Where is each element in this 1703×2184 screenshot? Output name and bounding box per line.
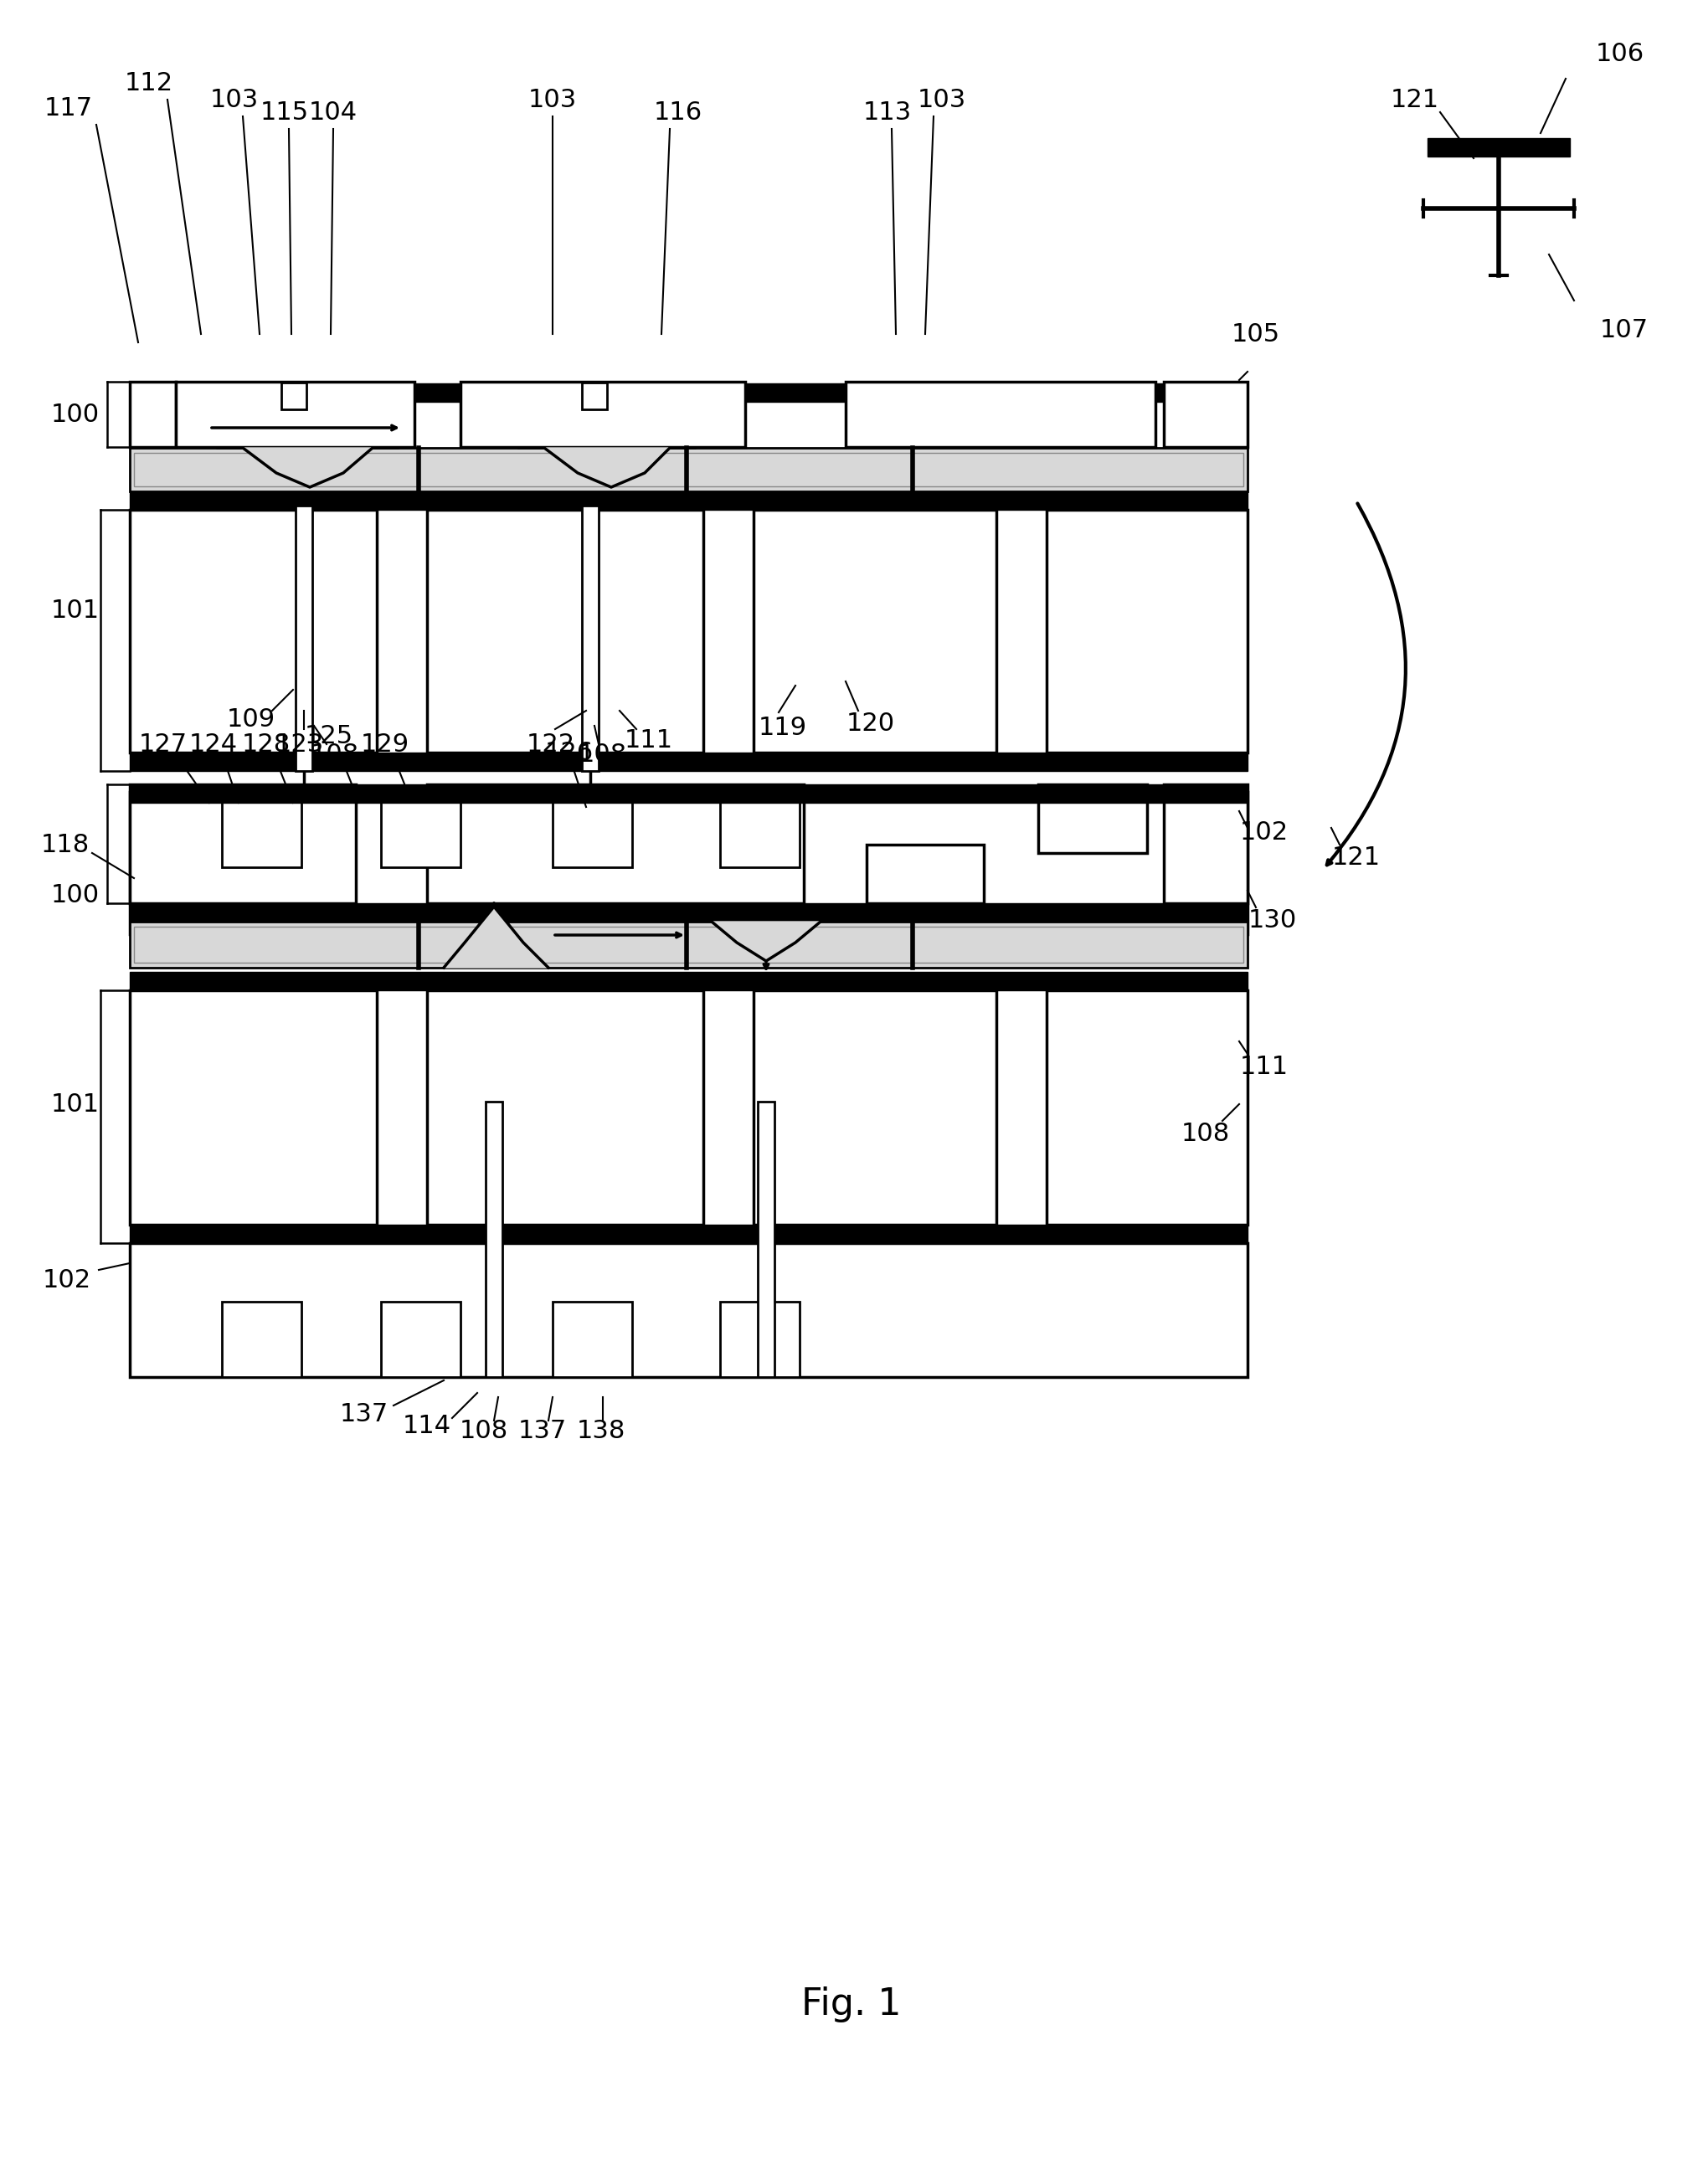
Bar — [720, 1302, 800, 1378]
Bar — [427, 784, 804, 904]
Text: 104: 104 — [308, 100, 358, 124]
Text: 103: 103 — [528, 87, 577, 111]
Bar — [175, 382, 414, 448]
Text: 127: 127 — [140, 732, 187, 756]
Text: 103: 103 — [918, 87, 966, 111]
Bar — [720, 793, 800, 867]
Bar — [129, 989, 376, 1225]
Text: 114: 114 — [402, 1415, 451, 1439]
Bar — [460, 382, 746, 448]
Bar — [758, 1101, 775, 1378]
Text: 113: 113 — [863, 100, 911, 124]
Text: 123: 123 — [276, 732, 324, 756]
Bar — [129, 904, 1248, 922]
Bar — [129, 1243, 1248, 1378]
Text: 108: 108 — [579, 743, 627, 767]
Bar — [381, 1302, 460, 1378]
Text: 117: 117 — [44, 96, 94, 120]
Bar — [129, 509, 376, 753]
Bar — [753, 989, 996, 1225]
Bar — [867, 845, 984, 904]
Text: 108: 108 — [1182, 1120, 1230, 1147]
Text: 122: 122 — [526, 732, 576, 756]
Bar — [129, 922, 1248, 968]
Bar — [129, 382, 175, 448]
Bar — [129, 753, 1248, 771]
Text: 120: 120 — [846, 712, 896, 736]
Text: 115: 115 — [261, 100, 308, 124]
Text: 124: 124 — [189, 732, 238, 756]
Text: 118: 118 — [41, 832, 90, 856]
Text: 137: 137 — [341, 1402, 388, 1426]
Bar — [1163, 382, 1248, 448]
Text: 107: 107 — [1599, 317, 1649, 343]
Text: 121: 121 — [1391, 87, 1439, 111]
Polygon shape — [519, 448, 695, 487]
Bar — [129, 491, 1248, 509]
Text: 100: 100 — [51, 402, 100, 426]
Text: 106: 106 — [1596, 41, 1645, 66]
Text: 111: 111 — [625, 727, 673, 751]
Text: 102: 102 — [43, 1267, 92, 1293]
Bar — [1039, 784, 1148, 854]
Text: 111: 111 — [1240, 1055, 1289, 1079]
Text: 103: 103 — [209, 87, 259, 111]
Bar — [552, 1302, 632, 1378]
Text: 137: 137 — [518, 1417, 567, 1444]
Text: 101: 101 — [51, 598, 100, 622]
Text: 108: 108 — [460, 1417, 507, 1444]
Text: 129: 129 — [361, 732, 409, 756]
Text: 101: 101 — [51, 1092, 100, 1116]
Text: 108: 108 — [310, 743, 359, 767]
Bar — [135, 926, 1243, 963]
Bar — [846, 382, 1155, 448]
Text: 116: 116 — [654, 100, 703, 124]
Bar — [296, 507, 312, 771]
Text: 100: 100 — [51, 882, 100, 906]
Text: 128: 128 — [242, 732, 291, 756]
Text: 126: 126 — [545, 740, 594, 764]
Text: 105: 105 — [1231, 321, 1281, 345]
Text: 125: 125 — [305, 723, 354, 747]
Bar — [129, 972, 1248, 989]
Bar — [221, 1302, 301, 1378]
Text: Fig. 1: Fig. 1 — [802, 1985, 901, 2022]
Text: 121: 121 — [1332, 845, 1381, 869]
Bar — [427, 989, 703, 1225]
Bar — [129, 784, 1248, 804]
Bar — [129, 448, 1248, 491]
Text: 109: 109 — [226, 708, 276, 732]
Bar — [1047, 509, 1248, 753]
Bar — [221, 793, 301, 867]
Bar — [753, 509, 996, 753]
Polygon shape — [444, 906, 548, 968]
Bar — [1047, 989, 1248, 1225]
Bar — [552, 793, 632, 867]
Bar — [582, 507, 599, 771]
Text: 138: 138 — [577, 1417, 625, 1444]
Bar — [485, 1101, 502, 1378]
Bar — [1427, 138, 1570, 157]
Bar — [427, 509, 703, 753]
Bar — [381, 793, 460, 867]
Bar — [582, 382, 606, 408]
Text: 130: 130 — [1248, 909, 1298, 933]
Bar — [129, 1225, 1248, 1243]
Bar — [129, 784, 356, 904]
Polygon shape — [218, 448, 399, 487]
Polygon shape — [712, 922, 821, 961]
Bar — [281, 382, 307, 408]
Bar — [129, 793, 1248, 935]
Bar — [129, 384, 1248, 402]
Text: 102: 102 — [1240, 819, 1289, 845]
Text: 112: 112 — [124, 70, 174, 96]
Bar — [135, 452, 1243, 487]
Bar — [1163, 784, 1248, 904]
Text: 119: 119 — [758, 716, 807, 740]
